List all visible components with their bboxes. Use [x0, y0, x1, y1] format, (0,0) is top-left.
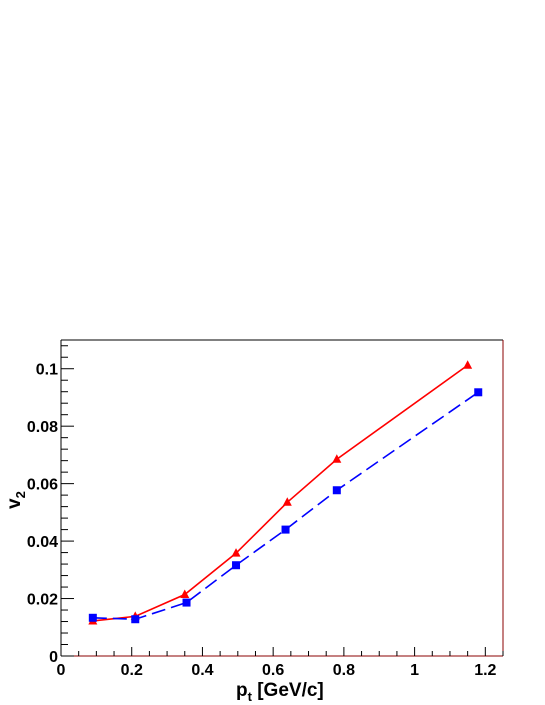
y-tick-label: 0.1: [36, 362, 58, 379]
series-1-line: [92, 364, 469, 622]
series-1-triangle-marker: [282, 497, 292, 506]
x-axis-title-main: p: [236, 680, 248, 701]
series-2-square-marker: [281, 525, 290, 534]
x-axis-title-sub: t: [248, 689, 253, 704]
x-tick-label: 0: [57, 662, 66, 679]
series-2-square-marker: [474, 388, 483, 397]
series-2-square-marker: [131, 615, 140, 624]
x-tick-label: 1.2: [474, 662, 496, 679]
x-tick-label: 0.4: [191, 662, 213, 679]
x-tick-label: 0.6: [262, 662, 284, 679]
x-axis-title: pt [GeV/c]: [236, 680, 324, 704]
series-1-triangle-marker: [332, 454, 342, 463]
y-tick-label: 0.04: [27, 534, 58, 551]
plot-frame: [60, 339, 504, 657]
series-1-triangle-marker: [231, 548, 241, 557]
y-tick-label: 0.06: [27, 477, 58, 494]
series-2-square-marker: [182, 598, 191, 607]
series-1-triangle-marker: [180, 589, 190, 599]
y-axis-title-sub: 2: [13, 491, 28, 498]
y-axis-title-main: v: [4, 498, 25, 509]
y-axis-ticks: 0 0.02 0.04 0.06 0.08 0.1: [27, 345, 74, 666]
y-tick-label: 0.08: [27, 419, 58, 436]
x-axis-ticks: 0 0.2 0.4 0.6 0.8 1 1.2: [57, 647, 504, 679]
series-2-square-marker: [232, 561, 241, 570]
y-axis-title: v2: [4, 491, 28, 509]
series-2-square-marker: [332, 486, 341, 495]
x-tick-label: 0.8: [333, 662, 355, 679]
series-2-square-marker: [88, 613, 97, 622]
x-axis-title-rest: [GeV/c]: [252, 680, 324, 701]
series-1-triangle-marker: [463, 360, 473, 369]
series-layer: [88, 360, 483, 625]
y-tick-label: 0.02: [27, 592, 58, 609]
x-tick-label: 1: [410, 662, 419, 679]
x-tick-label: 0.2: [121, 662, 143, 679]
y-tick-label: 0: [49, 649, 58, 666]
